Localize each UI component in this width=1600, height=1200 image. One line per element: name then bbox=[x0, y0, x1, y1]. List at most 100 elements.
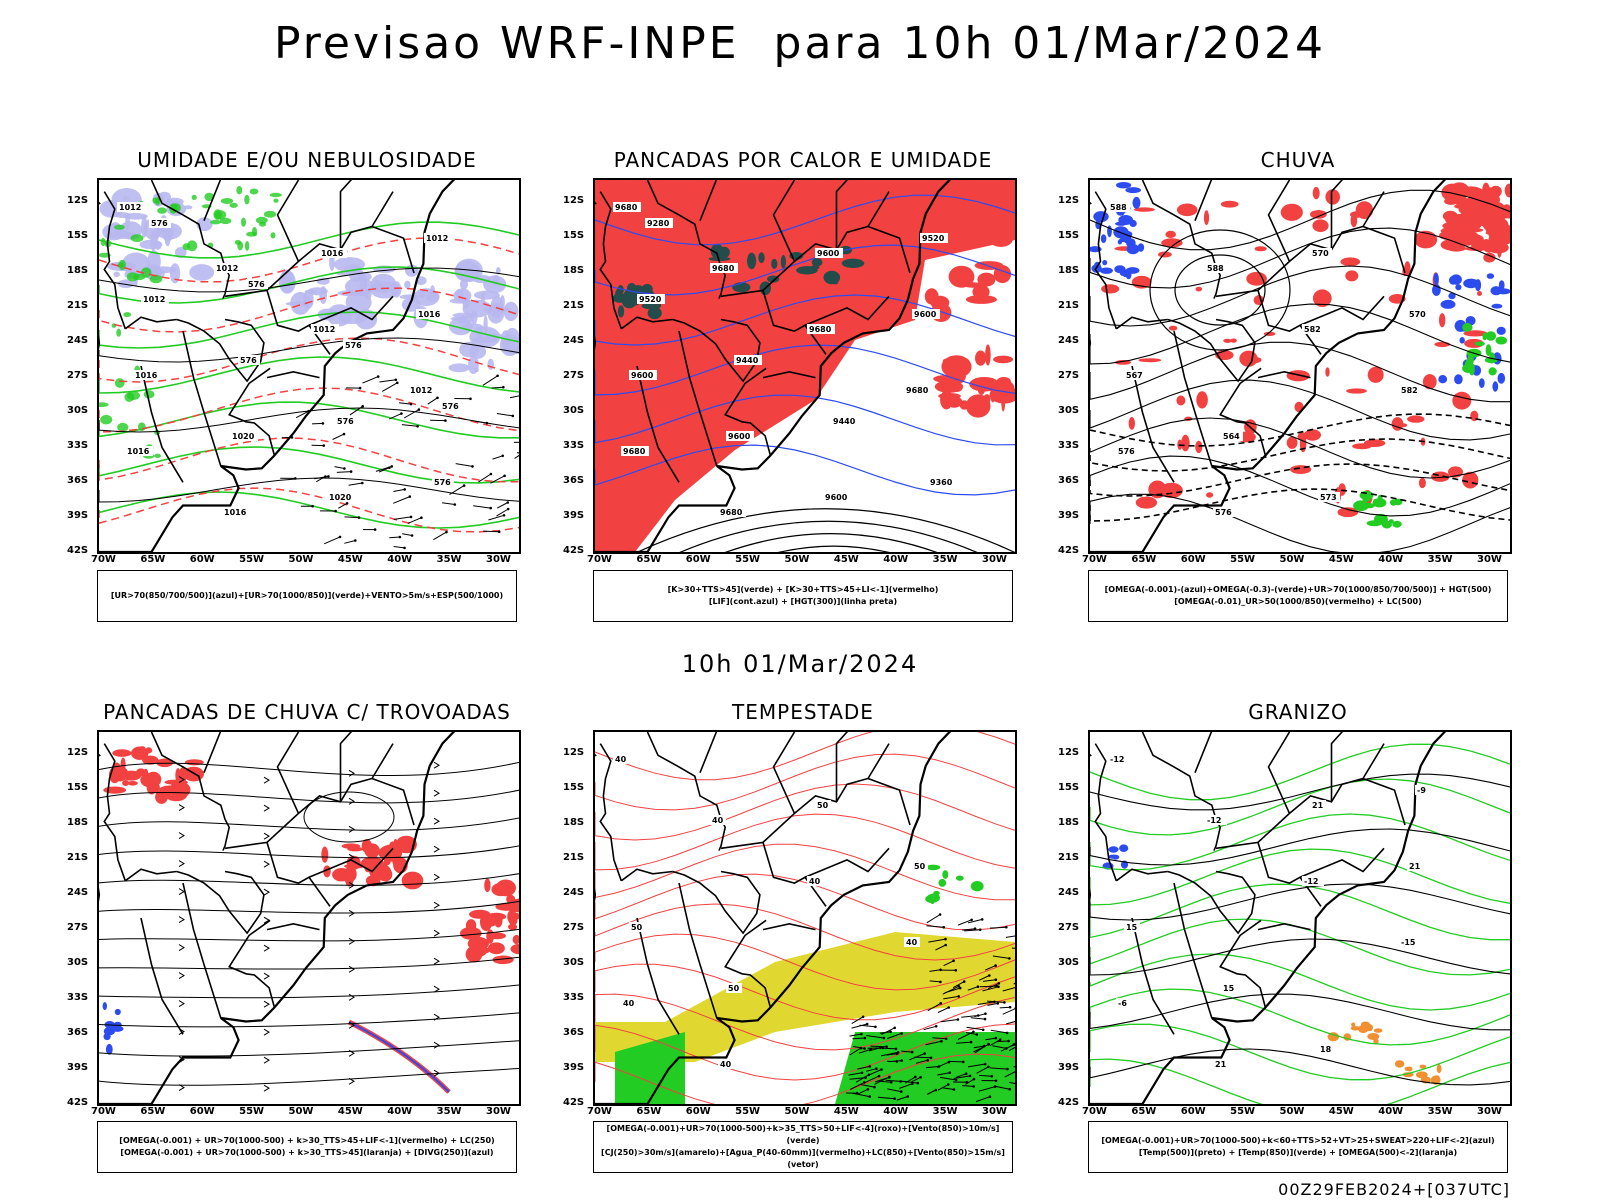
lat-tick-label: 30S bbox=[67, 405, 89, 416]
lon-tick-label: 40W bbox=[387, 554, 413, 565]
lat-tick-label: 21S bbox=[563, 300, 585, 311]
lon-tick-label: 55W bbox=[239, 1106, 265, 1117]
contour-label: 588 bbox=[1110, 203, 1127, 212]
panel-legend: [OMEGA(-0.001)-(azul)+OMEGA(-0.3)-(verde… bbox=[1088, 570, 1508, 622]
lon-tick-label: 45W bbox=[337, 1106, 363, 1117]
contour-label: 21 bbox=[1312, 801, 1324, 810]
contour-label: 1016 bbox=[127, 447, 150, 456]
contour-label: 1012 bbox=[313, 325, 335, 334]
lon-tick-label: 65W bbox=[1131, 554, 1157, 565]
lat-tick-label: 30S bbox=[67, 957, 89, 968]
lat-tick-label: 36S bbox=[563, 1027, 585, 1038]
lon-tick-label: 50W bbox=[784, 554, 810, 565]
contour-label: 18 bbox=[1320, 1045, 1332, 1054]
lon-tick-label: 70W bbox=[91, 1106, 116, 1117]
lat-tick-label: 39S bbox=[67, 1062, 89, 1073]
contour-label: 1016 bbox=[224, 508, 247, 517]
lat-tick-label: 21S bbox=[67, 852, 89, 863]
lat-tick-label: 33S bbox=[563, 992, 585, 1003]
lon-tick-label: 30W bbox=[486, 554, 511, 565]
lon-tick-label: 35W bbox=[436, 554, 462, 565]
lon-tick-label: 55W bbox=[735, 554, 761, 565]
contour-label: 9520 bbox=[922, 234, 945, 243]
contour-label: 9680 bbox=[720, 508, 743, 517]
lat-tick-label: 27S bbox=[563, 922, 585, 933]
lat-tick-label: 21S bbox=[1058, 300, 1080, 311]
panel-legend: [K>30+TTS>45](verde) + [K>30+TTS>45+LI<-… bbox=[593, 570, 1013, 622]
lat-tick-label: 36S bbox=[1058, 475, 1080, 486]
contour-label: 40 bbox=[906, 938, 918, 947]
lon-tick-label: 40W bbox=[883, 1106, 909, 1117]
lat-tick-label: 36S bbox=[67, 1027, 89, 1038]
contour-label: 567 bbox=[1126, 371, 1143, 380]
lat-tick-label: 12S bbox=[67, 195, 89, 206]
lat-tick-label: 21S bbox=[67, 300, 89, 311]
lat-tick-label: 24S bbox=[1058, 887, 1080, 898]
lat-tick-label: 27S bbox=[1058, 370, 1080, 381]
lat-tick-label: 12S bbox=[1058, 747, 1080, 758]
lat-tick-label: 27S bbox=[1058, 922, 1080, 933]
contour-label: 40 bbox=[615, 755, 627, 764]
contour-label: 50 bbox=[631, 923, 643, 932]
contour-label: 9440 bbox=[736, 356, 759, 365]
lon-tick-label: 65W bbox=[636, 554, 662, 565]
lon-tick-label: 60W bbox=[685, 1106, 711, 1117]
lat-tick-label: 24S bbox=[67, 887, 89, 898]
lon-tick-label: 35W bbox=[1427, 554, 1453, 565]
lon-tick-label: 55W bbox=[239, 554, 265, 565]
contour-label: 564 bbox=[1223, 432, 1240, 441]
contour-label: 9600 bbox=[728, 432, 751, 441]
panel-legend: [OMEGA(-0.001)+UR>70(1000-500)+k>35_TTS>… bbox=[593, 1121, 1013, 1173]
lat-tick-label: 12S bbox=[1058, 195, 1080, 206]
contour-label: 9680 bbox=[906, 386, 929, 395]
lon-tick-label: 45W bbox=[1328, 1106, 1354, 1117]
lon-tick-label: 60W bbox=[1180, 1106, 1206, 1117]
contour-label: 9600 bbox=[631, 371, 654, 380]
lon-tick-label: 40W bbox=[883, 554, 909, 565]
lat-tick-label: 18S bbox=[563, 265, 585, 276]
contour-label: 576 bbox=[248, 280, 265, 289]
contour-label: -6 bbox=[1118, 999, 1127, 1008]
lon-tick-label: 70W bbox=[587, 554, 612, 565]
lon-tick-label: 60W bbox=[1180, 554, 1206, 565]
contour-label: -9 bbox=[1417, 786, 1426, 795]
lat-tick-label: 33S bbox=[1058, 440, 1080, 451]
lon-tick-label: 65W bbox=[140, 554, 166, 565]
contour-label: 50 bbox=[817, 801, 829, 810]
lat-tick-label: 39S bbox=[1058, 1062, 1080, 1073]
lon-tick-label: 30W bbox=[982, 554, 1007, 565]
lat-tick-label: 18S bbox=[1058, 265, 1080, 276]
map-panel-4 bbox=[97, 730, 521, 1106]
lat-tick-label: 24S bbox=[563, 887, 585, 898]
legend-line: [OMEGA(-0.001)-(azul)+OMEGA(-0.3)-(verde… bbox=[1104, 585, 1492, 594]
lat-tick-label: 18S bbox=[67, 265, 89, 276]
lat-tick-label: 18S bbox=[563, 817, 585, 828]
bottom-row-label: 10h 01/Mar/2024 bbox=[681, 650, 919, 678]
lat-tick-label: 39S bbox=[1058, 510, 1080, 521]
lon-tick-label: 60W bbox=[685, 554, 711, 565]
contour-label: 576 bbox=[434, 478, 451, 487]
lat-tick-label: 30S bbox=[563, 957, 585, 968]
lon-tick-label: 45W bbox=[1328, 554, 1354, 565]
contour-label: 1016 bbox=[321, 249, 344, 258]
lon-tick-label: 50W bbox=[288, 554, 314, 565]
lat-tick-label: 24S bbox=[563, 335, 585, 346]
lon-tick-label: 45W bbox=[833, 554, 859, 565]
lat-tick-label: 30S bbox=[1058, 957, 1080, 968]
lat-tick-label: 15S bbox=[67, 230, 89, 241]
lat-tick-label: 30S bbox=[1058, 405, 1080, 416]
contour-label: 40 bbox=[720, 1060, 732, 1069]
lon-tick-label: 65W bbox=[636, 1106, 662, 1117]
lon-tick-label: 70W bbox=[1082, 554, 1107, 565]
lon-tick-label: 30W bbox=[1477, 1106, 1502, 1117]
panel-title: PANCADAS POR CALOR E UMIDADE bbox=[613, 148, 993, 172]
lon-tick-label: 30W bbox=[486, 1106, 511, 1117]
lat-tick-label: 12S bbox=[67, 747, 89, 758]
lat-tick-label: 27S bbox=[67, 922, 89, 933]
lat-tick-label: 36S bbox=[1058, 1027, 1080, 1038]
lat-tick-label: 18S bbox=[67, 817, 89, 828]
lon-tick-label: 55W bbox=[1230, 554, 1256, 565]
lon-tick-label: 40W bbox=[1378, 554, 1404, 565]
lat-tick-label: 15S bbox=[563, 230, 585, 241]
contour-label: 570 bbox=[1312, 249, 1329, 258]
